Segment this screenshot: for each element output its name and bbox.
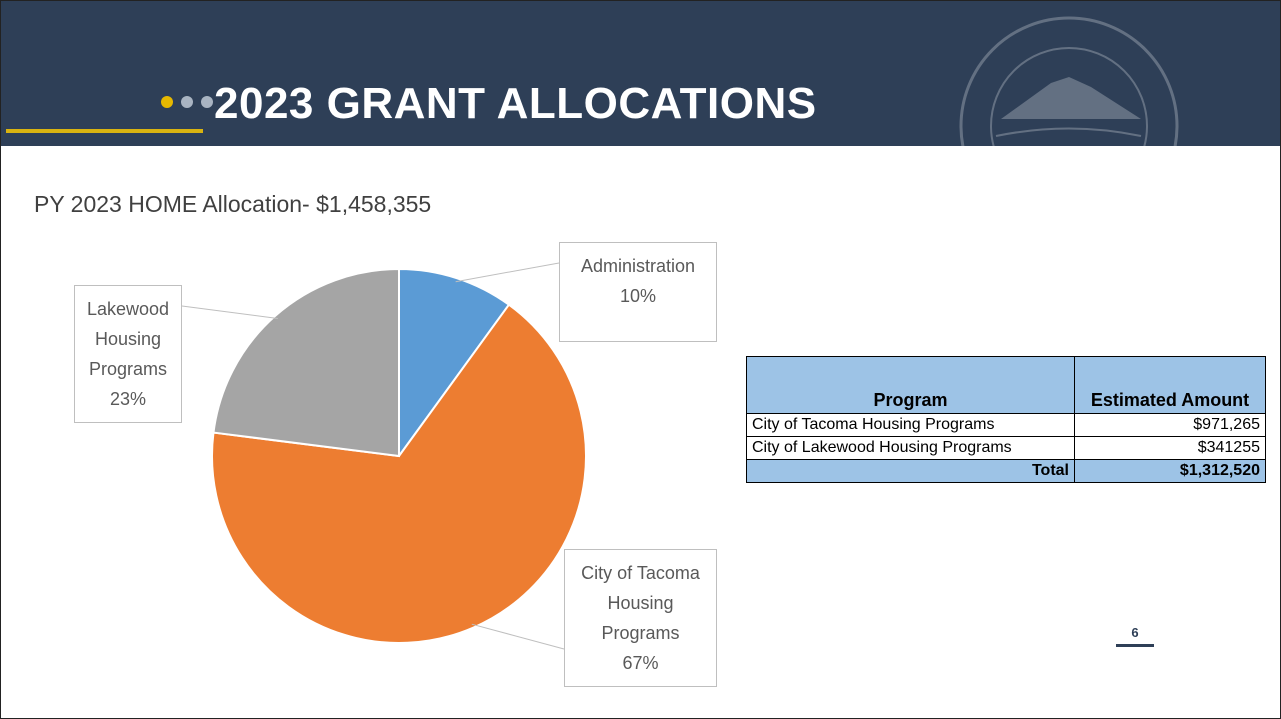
pie-slice bbox=[212, 267, 400, 458]
dot bbox=[161, 96, 173, 108]
label-category: Lakewood Housing Programs bbox=[86, 299, 170, 379]
header-decor bbox=[6, 16, 1179, 146]
data-label: Administration 10% bbox=[559, 242, 717, 342]
seal bbox=[959, 16, 1179, 146]
leader-line bbox=[455, 262, 560, 283]
pie-slice bbox=[398, 267, 511, 460]
data-label: City of Tacoma Housing Programs 67% bbox=[564, 549, 717, 687]
accent-line bbox=[6, 129, 203, 133]
cell: City of Tacoma Housing Programs bbox=[746, 413, 1075, 437]
label-value: 67% bbox=[622, 653, 659, 673]
page-number: 6 bbox=[1131, 625, 1139, 640]
cell: City of Lakewood Housing Programs bbox=[746, 436, 1075, 460]
label-value: 23% bbox=[109, 389, 147, 409]
slide-title: 2023 GRANT ALLOCATIONS bbox=[214, 79, 817, 128]
pie-slice bbox=[211, 303, 587, 644]
allocation-table: Program Estimated Amount City of Tacoma … bbox=[746, 356, 1266, 483]
table-total: Total $1,312,520 bbox=[746, 459, 1266, 483]
table-row: City of Tacoma Housing Programs $971,265 bbox=[746, 413, 1266, 437]
page-number-line bbox=[1116, 644, 1154, 647]
leader-line bbox=[181, 305, 278, 320]
cell: $971,265 bbox=[1074, 413, 1266, 437]
label-category: Administration bbox=[580, 256, 696, 276]
header-band: 2023 GRANT ALLOCATIONS bbox=[1, 1, 1280, 146]
data-label: Lakewood Housing Programs 23% bbox=[74, 285, 182, 423]
cell: $341255 bbox=[1074, 436, 1266, 460]
table-row: City of Lakewood Housing Programs $34125… bbox=[746, 436, 1266, 460]
label-category: City of Tacoma Housing Programs bbox=[581, 563, 700, 643]
leader-line bbox=[471, 623, 565, 650]
dot bbox=[181, 96, 193, 108]
dot bbox=[201, 96, 213, 108]
label-value: 10% bbox=[619, 286, 657, 306]
cell: $1,312,520 bbox=[1074, 459, 1266, 483]
header-cell: Estimated Amount bbox=[1074, 356, 1266, 414]
cell: Total bbox=[746, 459, 1075, 483]
chart-title: PY 2023 HOME Allocation- $1,458,355 bbox=[34, 191, 432, 217]
header-cell: Program bbox=[746, 356, 1075, 414]
table-header: Program Estimated Amount bbox=[746, 356, 1266, 414]
